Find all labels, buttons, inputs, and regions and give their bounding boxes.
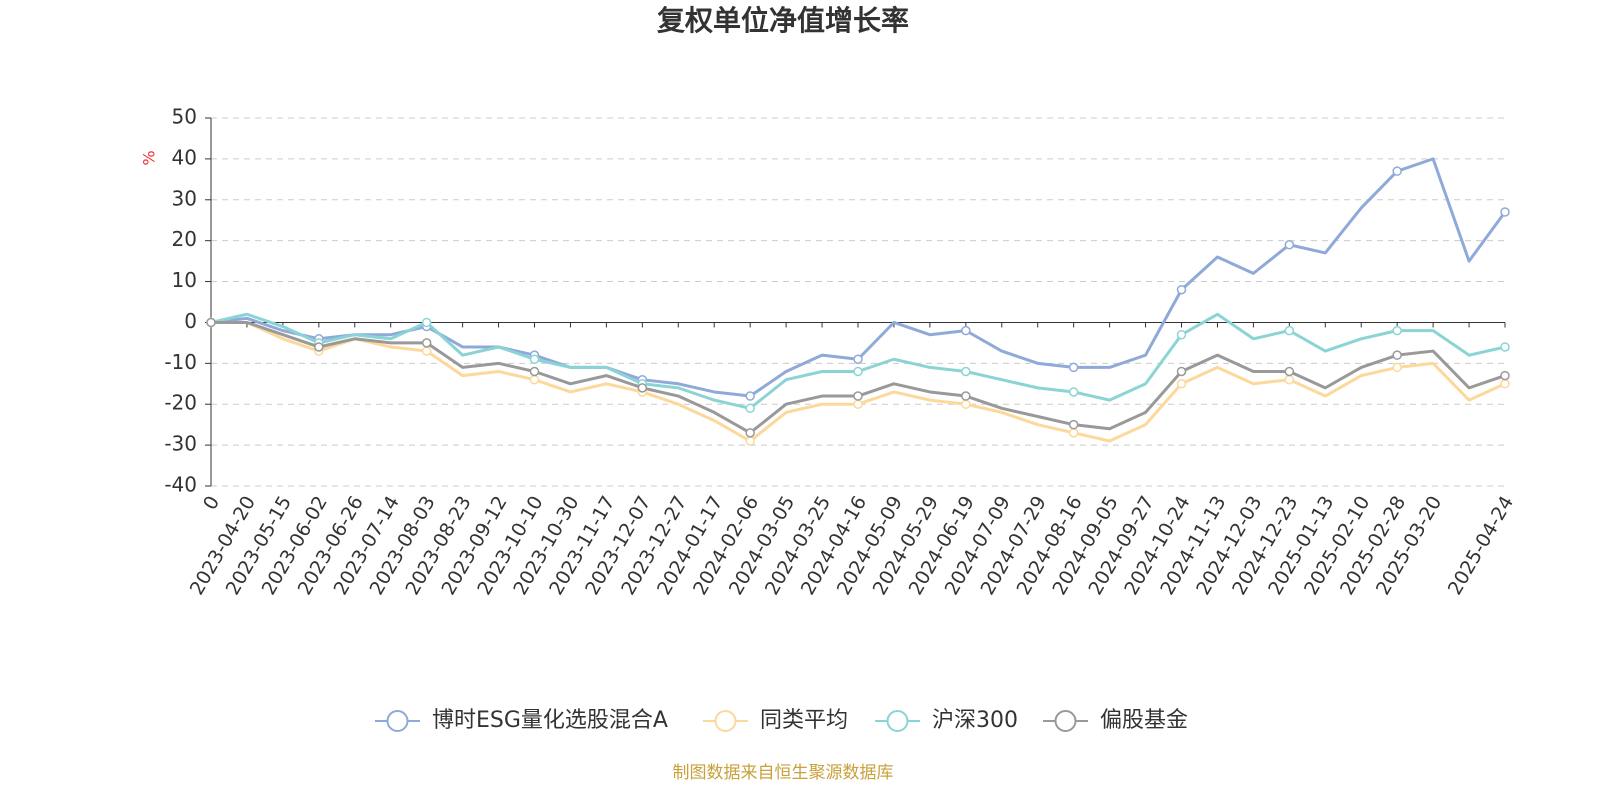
series-point <box>1500 379 1510 389</box>
legend-label: 同类平均 <box>760 708 848 733</box>
chart-title: 复权单位净值增长率 <box>657 4 909 37</box>
series-point <box>1392 362 1402 373</box>
series-point <box>961 325 971 336</box>
series-point <box>1176 284 1187 295</box>
series-point <box>961 391 971 401</box>
series-point <box>1284 325 1295 336</box>
series-point <box>206 317 216 328</box>
series-point <box>745 403 755 414</box>
y-tick-label: 30 <box>172 186 197 210</box>
legend-icon-circle <box>386 710 409 732</box>
series-point <box>1500 370 1510 381</box>
series-point <box>853 366 863 377</box>
series-point <box>1500 207 1510 217</box>
series-line <box>211 320 1506 435</box>
y-tick-label: 50 <box>172 105 197 129</box>
series-point <box>529 354 540 364</box>
series-point <box>1392 166 1402 176</box>
series-point <box>1392 350 1402 360</box>
y-tick-label: 20 <box>172 227 197 251</box>
series-point <box>529 366 540 377</box>
y-tick-label: -10 <box>164 350 197 374</box>
series-point <box>745 391 755 401</box>
series-point <box>421 346 432 356</box>
series-point <box>421 317 432 328</box>
series-point <box>1176 379 1187 389</box>
series-point <box>1284 374 1295 385</box>
series-point <box>1284 366 1295 377</box>
source-note: 制图数据来自恒生聚源数据库 <box>673 763 894 783</box>
y-tick-label: 40 <box>172 145 197 169</box>
series-point <box>314 342 324 352</box>
series-point <box>1068 387 1079 397</box>
series-point <box>961 366 971 377</box>
series-point <box>853 354 863 364</box>
y-axis-label: % <box>140 150 159 165</box>
series-point <box>1176 329 1187 340</box>
y-tick-label: 0 <box>184 309 197 333</box>
x-tick-label: 0 <box>199 492 224 513</box>
y-tick-label: 10 <box>172 268 197 292</box>
series-point <box>1392 325 1402 336</box>
series-point <box>529 374 540 385</box>
series-point <box>961 399 971 409</box>
y-tick-label: -20 <box>164 391 197 415</box>
series-point <box>1284 240 1295 250</box>
x-tick-label: 2025-04-24 <box>1444 492 1518 599</box>
y-tick-label: -40 <box>164 473 197 497</box>
legend-label: 博时ESG量化选股混合A <box>432 708 668 733</box>
series-point <box>745 428 755 438</box>
series-point <box>637 383 648 393</box>
series-point <box>1500 342 1510 352</box>
legend-icon-circle <box>886 710 909 732</box>
series-point <box>745 436 755 446</box>
legend-label: 偏股基金 <box>1100 708 1188 733</box>
y-tick-label: -30 <box>164 432 197 456</box>
series-point <box>1176 366 1187 377</box>
series-point <box>853 391 863 401</box>
series-point <box>853 399 863 409</box>
legend-label: 沪深300 <box>932 708 1018 733</box>
series-point <box>1068 428 1079 438</box>
series-point <box>421 338 432 348</box>
legend-icon-circle <box>714 710 737 732</box>
series-point <box>1068 362 1079 373</box>
legend-icon-circle <box>1054 710 1077 732</box>
series-point <box>1068 419 1079 430</box>
